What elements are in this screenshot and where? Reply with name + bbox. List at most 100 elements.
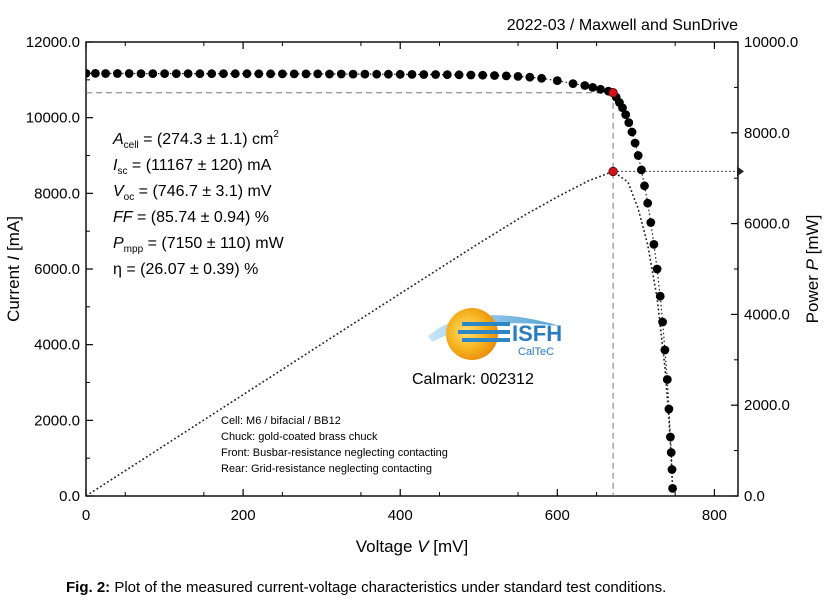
iv-data-point <box>101 69 110 78</box>
iv-data-point <box>86 69 91 78</box>
iv-curve <box>86 69 677 493</box>
iv-data-point <box>640 181 649 191</box>
iv-data-point <box>618 103 627 113</box>
note-chuck: Chuck: gold-coated brass chuck <box>221 431 378 443</box>
isfh-logo: ISFH CalTeC <box>428 308 562 360</box>
y-left-tick-label: 4000.0 <box>34 337 80 354</box>
iv-data-point <box>136 69 146 78</box>
iv-data-point <box>660 345 670 355</box>
chart-header: 2022-03 / Maxwell and SunDrive <box>507 17 738 34</box>
iv-data-point <box>360 69 370 79</box>
iv-data-point <box>113 69 122 78</box>
iv-data-point <box>568 79 578 88</box>
iv-data-point <box>666 432 675 442</box>
logo-stripe <box>458 330 510 334</box>
iv-data-point <box>596 84 605 94</box>
iv-data-point <box>537 73 546 83</box>
iv-data-point <box>183 69 193 78</box>
param-efficiency: η = (26.07 ± 0.39) % <box>113 261 258 278</box>
cell-notes: Cell: M6 / bifacial / BB12 Chuck: gold-c… <box>221 415 448 475</box>
iv-data-point <box>372 69 382 79</box>
iv-data-point <box>652 264 662 274</box>
iv-data-point <box>278 69 287 79</box>
iv-data-point <box>668 484 677 493</box>
param-voc: Voc = (746.7 ± 3.1) mV <box>113 183 272 203</box>
y-left-tick-label: 12000.0 <box>26 34 80 51</box>
param-area: Acell = (274.3 ± 1.1) cm2 <box>112 129 279 151</box>
y-left-tick-label: 8000.0 <box>34 185 80 202</box>
iv-data-point <box>124 69 134 78</box>
y-right-tick-label: 4000.0 <box>744 306 790 323</box>
x-tick-label: 600 <box>545 507 570 524</box>
iv-data-point <box>431 70 440 79</box>
iv-data-point <box>637 165 646 175</box>
mpp-markers <box>608 87 618 177</box>
iv-data-point <box>384 69 393 79</box>
iv-data-point <box>325 69 334 79</box>
iv-data-point <box>254 69 264 79</box>
iv-data-point <box>171 69 181 78</box>
note-front: Front: Busbar-resistance neglecting cont… <box>221 447 448 459</box>
pmpp-arrow-icon <box>737 166 744 177</box>
y-right-tick-label: 10000.0 <box>744 34 798 51</box>
iv-data-point <box>552 76 562 85</box>
tick-labels: 0 200 400 600 8000.0 2000.0 4000.0 6000.0 8000.0… <box>26 34 798 524</box>
note-cell: Cell: M6 / bifacial / BB12 <box>221 415 341 427</box>
y-right-tick-label: 6000.0 <box>744 216 790 233</box>
iv-data-point <box>649 240 659 249</box>
x-tick-label: 800 <box>702 507 727 524</box>
iv-data-point <box>207 69 217 79</box>
x-tick-label: 0 <box>82 507 90 524</box>
iv-data-point <box>466 70 476 80</box>
iv-data-point <box>336 69 346 79</box>
iv-data-point <box>580 81 590 90</box>
mpp-marker <box>608 87 618 98</box>
iv-data-point <box>301 69 311 79</box>
figure-caption: Fig. 2: Plot of the measured current-vol… <box>66 579 666 596</box>
iv-data-point <box>442 70 452 80</box>
y-left-tick-label: 6000.0 <box>34 261 80 278</box>
parameter-block: Acell = (274.3 ± 1.1) cm2 Isc = (11167 ±… <box>112 129 285 278</box>
iv-data-point <box>419 70 429 79</box>
iv-data-point <box>666 448 676 457</box>
iv-data-point <box>643 198 653 208</box>
iv-data-point <box>395 69 405 79</box>
iv-data-point <box>630 138 640 148</box>
iv-data-point <box>407 70 417 79</box>
note-rear: Rear: Grid-resistance neglecting contact… <box>221 463 432 475</box>
y-right-tick-label: 2000.0 <box>744 397 790 414</box>
x-tick-label: 400 <box>388 507 413 524</box>
iv-data-point <box>501 71 511 81</box>
iv-data-point <box>655 291 665 301</box>
iv-data-point <box>478 70 488 80</box>
iv-data-point <box>219 69 228 79</box>
mpp-guide-lines <box>86 92 736 496</box>
iv-data-point <box>289 69 299 79</box>
y-left-tick-label: 2000.0 <box>34 412 80 429</box>
axis-ticks <box>85 41 738 497</box>
logo-stripe <box>462 338 510 342</box>
iv-data-point <box>490 71 499 80</box>
iv-data-point <box>633 151 643 160</box>
y-right-axis-title: Power P [mW] <box>803 215 822 324</box>
logo-text: ISFH <box>512 321 562 346</box>
iv-data-point <box>148 69 158 78</box>
param-pmpp: Pmpp = (7150 ± 110) mW <box>113 235 285 255</box>
y-right-tick-label: 8000.0 <box>744 125 790 142</box>
iv-data-point <box>624 118 634 127</box>
iv-data-point <box>266 69 275 79</box>
iv-data-point <box>525 72 535 82</box>
param-isc: Isc = (11167 ± 120) mA <box>113 157 272 177</box>
iv-data-point <box>454 70 464 80</box>
iv-data-point <box>230 69 240 79</box>
iv-data-point <box>313 69 323 79</box>
iv-data-point <box>242 69 252 79</box>
x-tick-label: 200 <box>231 507 256 524</box>
iv-data-point <box>662 375 672 384</box>
mpp-marker <box>608 166 618 177</box>
iv-data-point <box>513 72 523 81</box>
y-left-axis-title: Current I [mA] <box>4 216 23 322</box>
iv-data-point <box>627 127 637 137</box>
iv-data-point <box>658 317 667 327</box>
